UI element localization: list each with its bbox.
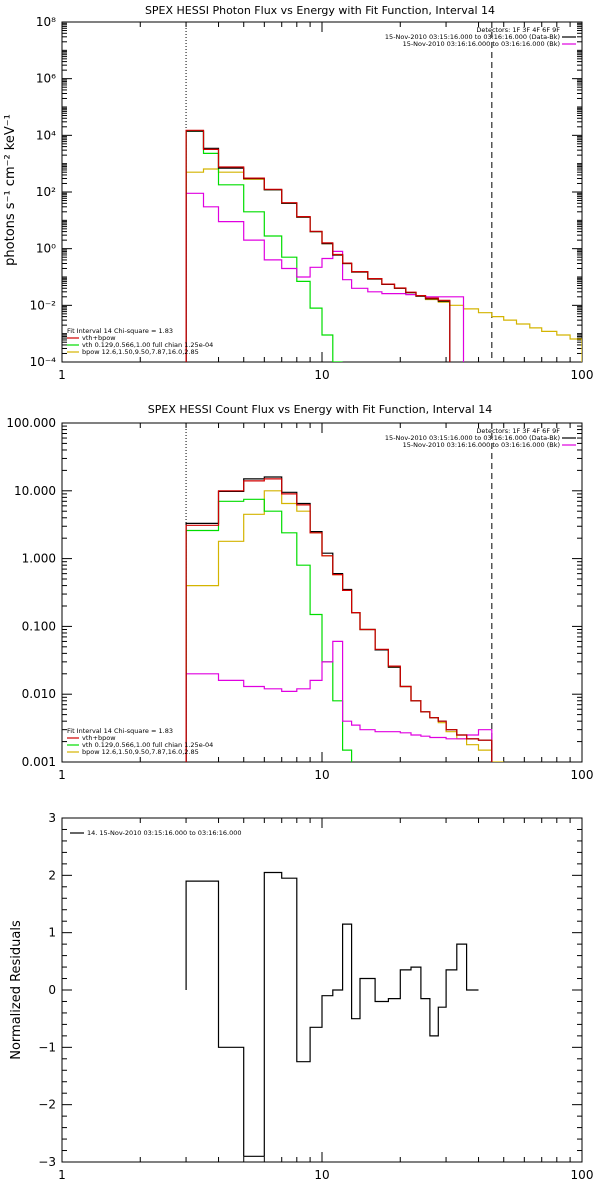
photon-legend-bottom-text: vth 0.129,0.566,1.00 full chian 1.25e-04 <box>82 341 213 349</box>
residuals-x-tick-label: 1 <box>58 1168 66 1182</box>
residuals-y-tick-label: −1 <box>38 1040 56 1054</box>
photon-y-tick-label: 10⁶ <box>36 72 56 86</box>
count-series-total <box>185 478 493 762</box>
photon-x-tick-label: 1 <box>58 368 66 382</box>
count-y-tick-label: 100.000 <box>6 416 56 430</box>
residuals-y-tick-label: 2 <box>48 868 56 882</box>
residuals-ylabel: Normalized Residuals <box>9 920 24 1060</box>
photon-flux-title: SPEX HESSI Photon Flux vs Energy with Fi… <box>145 4 495 17</box>
count-legend-top-text: 15-Nov-2010 03:15:16.000 to 03:16:16.000… <box>385 434 560 442</box>
residuals-x-tick-label: 100 <box>571 1168 594 1182</box>
photon-x-tick-label: 10 <box>314 368 329 382</box>
count-x-tick-label: 10 <box>314 768 329 782</box>
photon-legend-bottom-text: Fit Interval 14 Chi-square = 1.83 <box>67 327 173 335</box>
count-legend-top-text: Detectors: 1F 3F 4F 6F 9F <box>476 427 560 435</box>
count-x-tick-label: 100 <box>571 768 594 782</box>
photon-y-tick-label: 10² <box>36 185 56 199</box>
photon-series-background <box>185 192 465 362</box>
residuals-y-tick-label: −3 <box>38 1155 56 1169</box>
count-legend-bottom-text: Fit Interval 14 Chi-square = 1.83 <box>67 727 173 735</box>
photon-y-tick-label: 10⁰ <box>36 242 56 256</box>
photon-legend-bottom-text: bpow 12.6,1.50,9.50,7.87,16.0,2.85 <box>82 348 199 356</box>
photon-legend-top-text: Detectors: 1F 3F 4F 6F 9F <box>476 26 560 34</box>
count-y-tick-label: 0.010 <box>22 687 56 701</box>
residuals-y-tick-label: 3 <box>48 811 56 825</box>
count-legend-top-text: 15-Nov-2010 03:16:16.000 to 03:16:16.000… <box>403 441 560 449</box>
photon-flux-ylabel: photons s⁻¹ cm⁻² keV⁻¹ <box>3 114 18 266</box>
count-legend-bottom-text: bpow 12.6,1.50,9.50,7.87,16.0,2.85 <box>82 748 199 756</box>
photon-x-tick-label: 100 <box>571 368 594 382</box>
photon-y-tick-label: 10⁻² <box>30 298 57 312</box>
count-y-tick-label: 10.000 <box>14 484 56 498</box>
residuals-axes-frame <box>61 817 583 1163</box>
photon-y-tick-label: 10⁴ <box>36 128 56 142</box>
count-series-data <box>185 476 493 762</box>
count-legend-bottom-text: vth 0.129,0.566,1.00 full chian 1.25e-04 <box>82 741 213 749</box>
residuals-series-data <box>185 871 479 1157</box>
photon-legend-top-text: 15-Nov-2010 03:15:16.000 to 03:16:16.000… <box>385 33 560 41</box>
photon-legend-bottom-text: vth+bpow <box>82 334 116 342</box>
count-y-tick-label: 0.001 <box>22 755 56 769</box>
count-series-vth <box>185 498 353 762</box>
count-legend-bottom-text: vth+bpow <box>82 734 116 742</box>
count-x-tick-label: 1 <box>58 768 66 782</box>
residuals-y-tick-label: −2 <box>38 1098 56 1112</box>
residuals-legend-top-text: 14. 15-Nov-2010 03:15:16.000 to 03:16:16… <box>87 829 241 837</box>
photon-series-data <box>185 130 451 362</box>
count-y-tick-label: 1.000 <box>22 552 56 566</box>
photon-series-total <box>185 129 451 362</box>
count-flux-title: SPEX HESSI Count Flux vs Energy with Fit… <box>148 403 492 416</box>
photon-flux-panel: SPEX HESSI Photon Flux vs Energy with Fi… <box>3 4 593 382</box>
photon-series-vth <box>185 130 343 362</box>
residuals-y-tick-label: 0 <box>48 983 56 997</box>
photon-legend-top-text: 15-Nov-2010 03:16:16.000 to 03:16:16.000… <box>403 40 560 48</box>
residuals-x-tick-label: 10 <box>314 1168 329 1182</box>
residuals-y-tick-label: 1 <box>48 926 56 940</box>
count-flux-panel: SPEX HESSI Count Flux vs Energy with Fit… <box>6 403 593 782</box>
photon-y-tick-label: 10⁸ <box>36 15 56 29</box>
count-series-background <box>185 640 493 762</box>
photon-y-tick-label: 10⁻⁴ <box>30 355 57 369</box>
residuals-panel: Normalized Residuals 1 10 100 −3 −2 −1 0 1 2 3 14.… <box>9 811 593 1182</box>
photon-series-bpow <box>185 168 582 362</box>
count-axes-frame <box>61 422 583 763</box>
count-y-tick-label: 0.100 <box>22 619 56 633</box>
